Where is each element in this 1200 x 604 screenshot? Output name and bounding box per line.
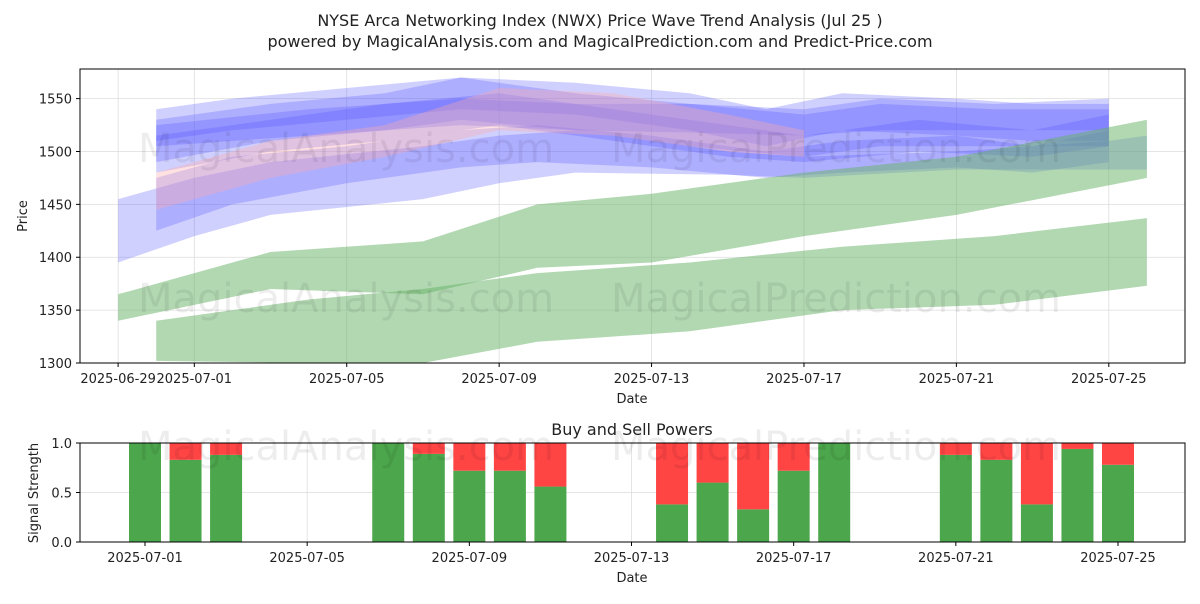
price-x-tick-label: 2025-07-17 xyxy=(766,372,842,387)
price-x-tick-label: 2025-07-05 xyxy=(309,372,385,387)
price-x-tick-label: 2025-07-13 xyxy=(614,372,690,387)
buy-bar xyxy=(696,482,729,542)
price-x-axis-label: Date xyxy=(616,392,647,407)
price-band-green xyxy=(156,218,1147,363)
sell-bar xyxy=(412,443,445,454)
bars-watermarks: MagicalAnalysis.com MagicalPrediction.co… xyxy=(138,424,1061,470)
buy-bar xyxy=(210,454,243,542)
sell-bar xyxy=(1102,443,1134,465)
sell-bar xyxy=(696,443,729,483)
buy-bar xyxy=(737,509,770,542)
bars-y-tick-label: 0.5 xyxy=(51,487,72,502)
buy-bar xyxy=(129,443,161,542)
price-ticks: 2025-06-29 2025-07-01 2025-07-05 2025-07-09… xyxy=(39,93,1147,387)
buy-bar xyxy=(412,453,445,542)
sell-bar xyxy=(453,443,486,471)
bars-title: Buy and Sell Powers xyxy=(551,420,713,439)
bars-ticks: 2025-07-01 2025-07-05 2025-07-09 2025-07-13… xyxy=(51,437,1155,566)
bars-x-axis-label: Date xyxy=(616,571,647,586)
buy-bar xyxy=(493,470,526,542)
price-band-blue xyxy=(118,130,1147,263)
price-x-tick-label: 2025-07-09 xyxy=(461,372,537,387)
watermark-analysis: MagicalAnalysis.com xyxy=(138,126,554,172)
buy-bar xyxy=(1061,448,1094,542)
buy-bar xyxy=(939,454,972,542)
bars-x-tick-label: 2025-07-13 xyxy=(594,551,670,566)
chart-title: NYSE Arca Networking Index (NWX) Price W… xyxy=(317,11,882,30)
buy-bar xyxy=(656,504,689,542)
sell-bar xyxy=(1020,443,1053,505)
watermark-prediction: MagicalPrediction.com xyxy=(611,424,1061,470)
bars-x-tick-label: 2025-07-05 xyxy=(269,551,345,566)
watermark-prediction: MagicalPrediction.com xyxy=(611,276,1061,322)
price-watermarks: MagicalAnalysis.com MagicalPrediction.co… xyxy=(138,126,1061,322)
sell-bar xyxy=(777,443,810,471)
sell-bar xyxy=(737,443,770,510)
price-plot-frame xyxy=(79,68,1186,364)
sell-bar xyxy=(169,443,202,460)
buy-bar xyxy=(1102,464,1134,542)
buy-bar xyxy=(818,443,851,542)
price-y-axis-label: Price xyxy=(16,200,31,232)
chart-subtitle: powered by MagicalAnalysis.com and Magic… xyxy=(267,32,932,51)
price-band-blue xyxy=(156,125,1109,231)
bars-x-tick-label: 2025-07-01 xyxy=(107,551,183,566)
price-y-tick-label: 1550 xyxy=(39,93,72,108)
buy-bar xyxy=(980,459,1013,542)
watermark-analysis: MagicalAnalysis.com xyxy=(138,276,554,322)
bars-y-tick-label: 1.0 xyxy=(51,437,72,452)
price-band-blue xyxy=(156,77,1109,163)
price-band-blue xyxy=(156,98,1109,147)
price-band-pink xyxy=(156,88,804,210)
sell-bar xyxy=(1061,443,1094,449)
buy-bar xyxy=(372,443,405,542)
sell-bar xyxy=(980,443,1013,460)
bars-x-tick-label: 2025-07-25 xyxy=(1080,551,1156,566)
price-x-tick-label: 2025-06-29 xyxy=(80,372,156,387)
bars-group xyxy=(129,443,1134,542)
buy-bar xyxy=(777,470,810,542)
price-y-tick-label: 1400 xyxy=(39,251,72,266)
price-band-blue xyxy=(156,93,1109,173)
bars-x-tick-label: 2025-07-17 xyxy=(756,551,832,566)
price-y-tick-label: 1450 xyxy=(39,198,72,213)
sell-bar xyxy=(656,443,689,505)
watermark-analysis: MagicalAnalysis.com xyxy=(138,424,554,470)
buy-bar xyxy=(534,486,567,542)
price-bands xyxy=(118,77,1147,363)
buy-bar xyxy=(1020,504,1053,542)
price-x-tick-label: 2025-07-21 xyxy=(919,372,995,387)
buy-bar xyxy=(169,459,202,542)
bars-x-tick-label: 2025-07-21 xyxy=(918,551,994,566)
sell-bar xyxy=(939,443,972,455)
price-x-tick-label: 2025-07-25 xyxy=(1071,372,1147,387)
price-x-tick-label: 2025-07-01 xyxy=(157,372,233,387)
price-y-tick-label: 1500 xyxy=(39,145,72,160)
bars-y-axis-label: Signal Strength xyxy=(27,443,42,543)
price-y-tick-label: 1300 xyxy=(39,357,72,372)
sell-bar xyxy=(210,443,243,455)
bars-y-tick-label: 0.0 xyxy=(51,536,72,551)
bars-x-tick-label: 2025-07-09 xyxy=(432,551,508,566)
buy-bar xyxy=(453,470,486,542)
watermark-prediction: MagicalPrediction.com xyxy=(611,126,1061,172)
price-y-tick-label: 1350 xyxy=(39,304,72,319)
price-band-green xyxy=(118,119,1147,321)
sell-bar xyxy=(534,443,567,487)
price-band-blue xyxy=(156,77,1109,147)
sell-bar xyxy=(493,443,526,471)
